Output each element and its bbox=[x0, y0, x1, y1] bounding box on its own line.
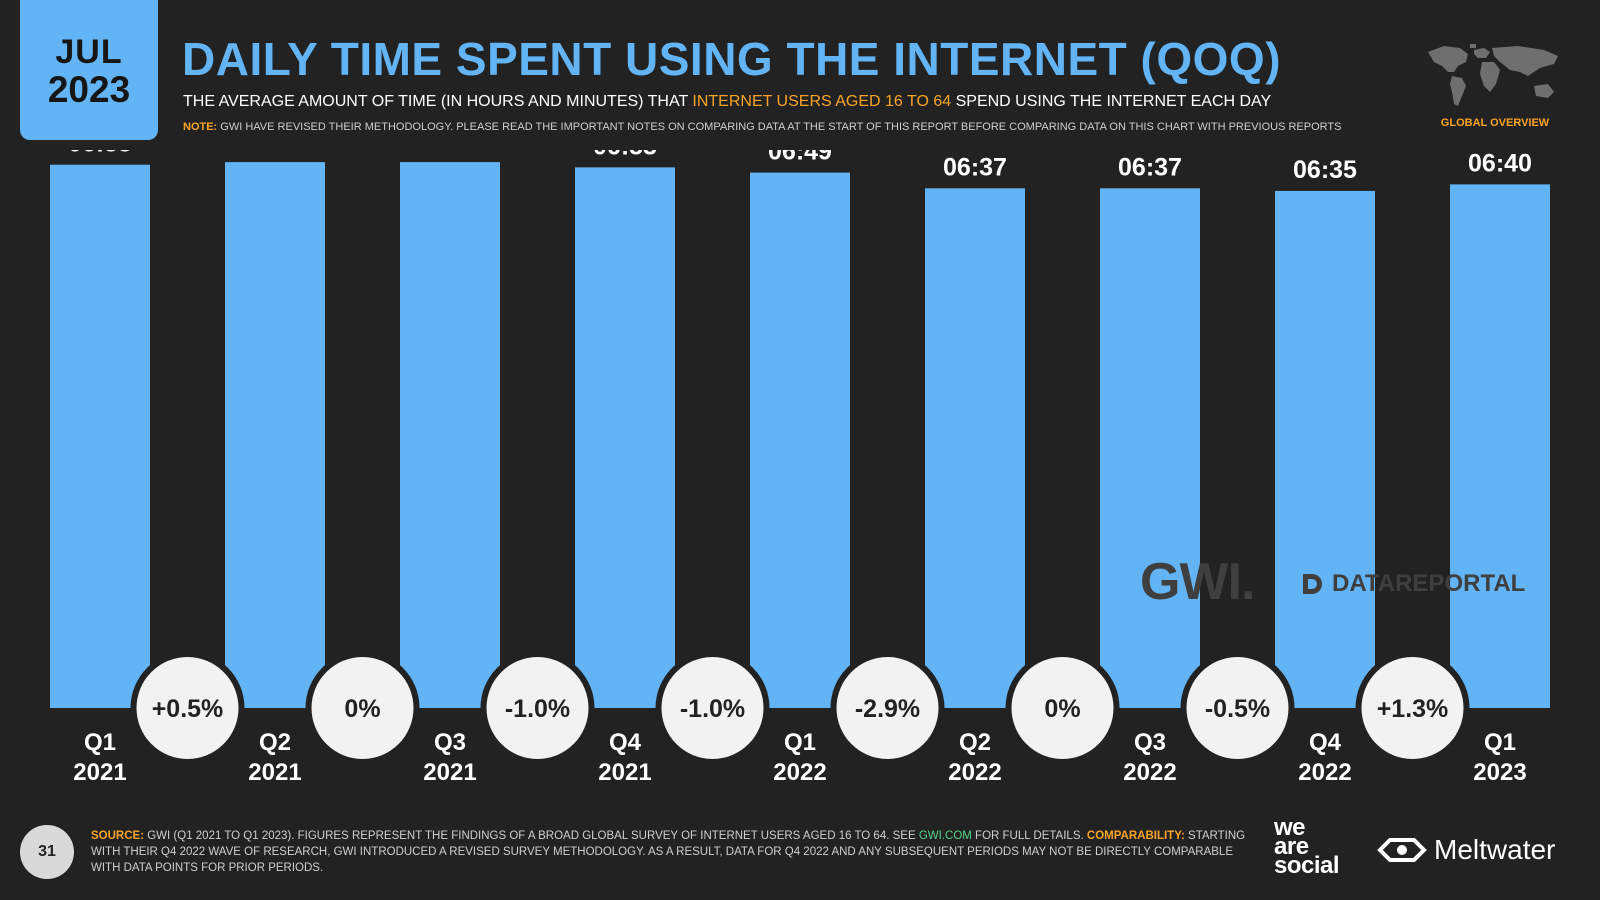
meltwater-text: Meltwater bbox=[1434, 834, 1556, 865]
bar bbox=[1100, 188, 1200, 709]
x-tick-year: 2021 bbox=[598, 759, 651, 786]
x-tick-quarter: Q2 bbox=[959, 729, 991, 756]
change-label: -2.9% bbox=[855, 695, 920, 723]
brand-line-3: social bbox=[1274, 852, 1340, 879]
region-label: GLOBAL OVERVIEW bbox=[1440, 117, 1550, 129]
methodology-note: NOTE: GWI HAVE REVISED THEIR METHODOLOGY… bbox=[183, 121, 1341, 133]
x-tick-quarter: Q3 bbox=[1134, 729, 1166, 756]
change-label: -1.0% bbox=[680, 695, 745, 723]
x-tick-quarter: Q3 bbox=[434, 729, 466, 756]
bar bbox=[50, 164, 150, 708]
date-badge: JUL 2023 bbox=[20, 0, 158, 140]
bar-value-label: 06:57 bbox=[243, 150, 307, 155]
source-link[interactable]: GWI.COM bbox=[918, 830, 972, 842]
bar bbox=[225, 162, 325, 709]
change-bubble bbox=[661, 657, 764, 759]
bar-value-label: 06:37 bbox=[1118, 153, 1182, 181]
change-label: 0% bbox=[1044, 695, 1080, 723]
bar bbox=[1275, 190, 1375, 709]
brand-line-1: we bbox=[1274, 814, 1306, 841]
brand-line-2: are bbox=[1274, 833, 1309, 860]
date-month: JUL bbox=[55, 33, 123, 71]
subtitle-highlight: INTERNET USERS AGED 16 TO 64 bbox=[692, 93, 952, 110]
meltwater-logo: Meltwater bbox=[1376, 834, 1555, 866]
bar-value-label: 06:49 bbox=[768, 150, 832, 166]
x-tick-year: 2022 bbox=[948, 759, 1001, 786]
meltwater-mark-icon bbox=[1377, 838, 1427, 862]
x-tick-quarter: Q1 bbox=[1484, 729, 1516, 756]
x-tick-year: 2021 bbox=[73, 759, 126, 786]
bar-value-label: 06:53 bbox=[593, 150, 657, 160]
x-tick-quarter: Q4 bbox=[1309, 729, 1342, 756]
source-label: SOURCE: bbox=[91, 830, 145, 842]
we-are-social-logo: we are social bbox=[1274, 814, 1340, 879]
datareportal-text: DATAREPORTAL bbox=[1332, 570, 1526, 597]
bar-chart: 06:55 Q1 2021 06:57 Q2 2021 06:57 Q3 2021 06:53 Q4… bbox=[50, 150, 1550, 786]
change-label: +1.3% bbox=[1377, 695, 1449, 723]
comparability-text: STARTING WITH THEIR Q4 2022 WAVE OF RESE… bbox=[91, 830, 1246, 874]
x-tick-year: 2022 bbox=[773, 759, 826, 786]
change-label: 0% bbox=[344, 695, 380, 723]
x-tick-quarter: Q4 bbox=[609, 729, 642, 756]
page-title: DAILY TIME SPENT USING THE INTERNET (QOQ… bbox=[182, 33, 1282, 85]
change-bubble bbox=[1186, 657, 1289, 759]
x-tick-year: 2021 bbox=[248, 759, 301, 786]
comparability-label: COMPARABILITY: bbox=[1086, 830, 1185, 842]
bar-value-label: 06:35 bbox=[1293, 156, 1357, 184]
note-label: NOTE: bbox=[183, 121, 218, 133]
change-bubble bbox=[486, 657, 589, 759]
change-bubble bbox=[1361, 657, 1464, 759]
x-tick-year: 2023 bbox=[1473, 759, 1526, 786]
change-label: -0.5% bbox=[1205, 695, 1270, 723]
bar bbox=[925, 188, 1025, 709]
bar bbox=[1450, 184, 1550, 708]
bar-value-label: 06:57 bbox=[418, 150, 482, 155]
change-bubble bbox=[836, 657, 939, 759]
datareportal-watermark: DATAREPORTAL bbox=[1300, 570, 1525, 598]
subtitle-post: SPEND USING THE INTERNET EACH DAY bbox=[951, 93, 1272, 110]
bar bbox=[750, 172, 850, 709]
change-label: +0.5% bbox=[152, 695, 224, 723]
change-bubble bbox=[311, 657, 414, 759]
source-text-1: GWI (Q1 2021 TO Q1 2023). FIGURES REPRES… bbox=[144, 830, 919, 842]
bar-value-label: 06:55 bbox=[68, 150, 132, 158]
change-label: -1.0% bbox=[505, 695, 570, 723]
x-tick-year: 2021 bbox=[423, 759, 476, 786]
datareportal-logo-icon bbox=[1303, 574, 1322, 594]
change-bubble bbox=[1011, 657, 1114, 759]
subtitle: THE AVERAGE AMOUNT OF TIME (IN HOURS AND… bbox=[183, 93, 1271, 111]
world-map-icon bbox=[1428, 44, 1558, 106]
bar bbox=[400, 162, 500, 709]
gwi-watermark: GWI. bbox=[1140, 553, 1255, 611]
page-number: 31 bbox=[20, 825, 74, 879]
note-text: GWI HAVE REVISED THEIR METHODOLOGY. PLEA… bbox=[217, 121, 1342, 133]
bar bbox=[575, 167, 675, 708]
date-year: 2023 bbox=[47, 69, 131, 110]
x-tick-year: 2022 bbox=[1123, 759, 1176, 786]
bar-value-label: 06:40 bbox=[1468, 150, 1532, 177]
x-tick-year: 2022 bbox=[1298, 759, 1351, 786]
x-tick-quarter: Q1 bbox=[784, 729, 816, 756]
x-tick-quarter: Q1 bbox=[84, 729, 116, 756]
source-text-2: FOR FULL DETAILS. bbox=[971, 830, 1087, 842]
bar-value-label: 06:37 bbox=[943, 153, 1007, 181]
source-note: SOURCE: GWI (Q1 2021 TO Q1 2023). FIGURE… bbox=[91, 828, 1251, 876]
subtitle-pre: THE AVERAGE AMOUNT OF TIME (IN HOURS AND… bbox=[183, 93, 693, 110]
change-bubble bbox=[136, 657, 239, 759]
x-tick-quarter: Q2 bbox=[259, 729, 291, 756]
